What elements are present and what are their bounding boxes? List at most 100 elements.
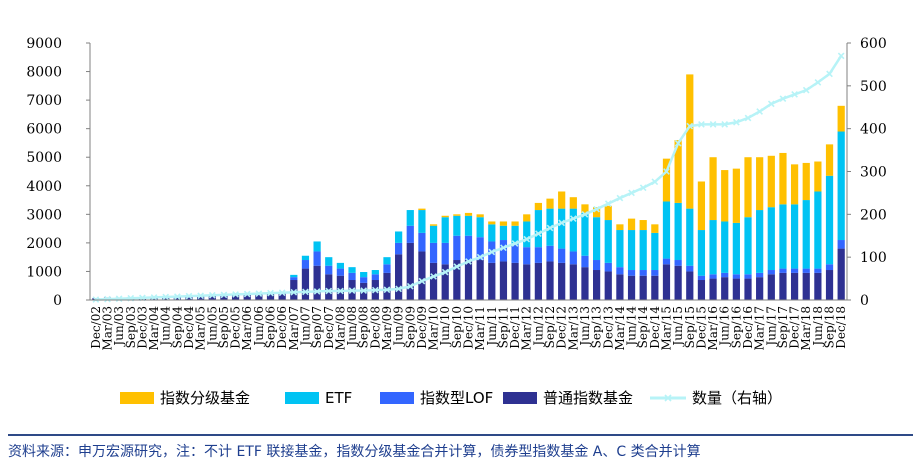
x-tick-label: Sep/12 [543, 306, 557, 348]
bar-segment [511, 262, 519, 300]
x-tick-label: Jun/14 [625, 306, 639, 348]
bar-segment [290, 277, 298, 281]
bar-segment [569, 208, 577, 252]
bar-segment [686, 208, 694, 266]
bar-segment [429, 242, 438, 263]
bar-segment [569, 264, 577, 300]
bar-segment [581, 267, 589, 300]
bar-segment [476, 260, 484, 300]
x-axis-ticks: Dec/02Mar/03Jun/03Sep/03Dec/03Mar/04Jun/… [89, 306, 848, 351]
bar-segment [616, 224, 624, 231]
bar-segment [325, 265, 333, 275]
legend-item: 指数分级基金 [120, 389, 250, 407]
bar-segment [360, 272, 368, 278]
count-point [278, 289, 286, 297]
count-point [593, 205, 600, 213]
bar-segment [418, 210, 426, 233]
bar-segment [825, 175, 834, 265]
bar-segment [429, 225, 438, 243]
bar-segment [581, 204, 589, 213]
bar-segment [313, 251, 321, 266]
legend-item: 数量（右轴） [650, 389, 782, 407]
count-point [430, 273, 437, 280]
legend-label: 指数型LOF [420, 389, 493, 407]
bar-segment [593, 260, 601, 271]
bar-segment [686, 271, 694, 300]
x-tick-label: Sep/06 [264, 306, 278, 348]
bar-segment [301, 260, 310, 269]
x-tick-label: Mar/10 [427, 306, 441, 351]
x-tick-label: Dec/03 [135, 306, 149, 349]
bar-segment [185, 296, 193, 300]
bar-segment [546, 198, 554, 209]
bar-segment [674, 260, 682, 266]
bar-segment [732, 278, 740, 300]
count-point [569, 215, 577, 222]
bar-segment [429, 262, 438, 300]
bar-segment [825, 144, 834, 176]
bar-segment [744, 274, 752, 279]
bar-segment [348, 267, 356, 273]
bar-segment [779, 268, 787, 273]
x-tick-label: Mar/15 [659, 306, 673, 351]
bar-segment [406, 242, 414, 300]
count-point [558, 219, 566, 227]
left-tick-label: 2000 [26, 236, 62, 252]
x-tick-label: Jun/07 [298, 306, 312, 348]
bar-segment [208, 295, 216, 300]
x-tick-label: Sep/04 [170, 306, 184, 349]
count-point [709, 121, 717, 128]
count-point [255, 290, 263, 297]
bar-segment [441, 264, 449, 300]
left-tick-label: 8000 [26, 65, 62, 81]
bar-segment [488, 221, 496, 225]
bar-segment [383, 264, 391, 273]
bar-segment [604, 271, 612, 300]
count-point [337, 287, 344, 295]
x-tick-label: Sep/09 [403, 306, 417, 348]
bar-segment [383, 272, 391, 300]
bar-segment [558, 262, 566, 300]
bar-segment [627, 275, 636, 300]
count-point [546, 224, 554, 232]
x-tick-label: Dec/18 [834, 306, 848, 349]
bar-segment [290, 274, 298, 278]
legend-label: 普通指数基金 [543, 389, 633, 407]
right-tick-label: 500 [860, 79, 887, 95]
bar-segment [220, 295, 228, 300]
x-tick-label: Sep/08 [357, 306, 371, 348]
bar-segment [837, 248, 845, 300]
left-tick-label: 4000 [26, 179, 62, 195]
bar-segment [290, 280, 298, 300]
bar-segment [313, 241, 321, 252]
x-tick-label: Dec/04 [182, 306, 196, 349]
bar-segment [756, 277, 764, 300]
legend-item: ETF [285, 389, 352, 407]
bar-segment [686, 265, 694, 272]
bar-segment [662, 258, 671, 265]
bar-segment [593, 217, 601, 261]
bar-segment [464, 235, 473, 261]
bar-segment [464, 215, 473, 236]
bar-segment [593, 270, 601, 300]
bar-segment [814, 272, 822, 300]
count-point [686, 122, 694, 130]
bar-segment [616, 274, 624, 300]
x-tick-label: Mar/13 [566, 306, 580, 351]
bar-segment [441, 215, 449, 218]
bar-segment [453, 214, 461, 216]
count-point [290, 288, 298, 296]
x-tick-label: Sep/18 [823, 306, 837, 348]
bar-segment [767, 270, 775, 275]
count-point [220, 291, 228, 299]
bar-segment [616, 230, 624, 268]
bar-segment [499, 225, 508, 241]
bar-segment [173, 296, 181, 300]
bar-segment [837, 105, 845, 132]
right-tick-label: 100 [860, 250, 887, 266]
x-tick-label: Mar/07 [287, 306, 301, 351]
bar-segment [348, 272, 356, 281]
bar-segment [593, 207, 601, 218]
bar-segment [278, 292, 286, 300]
legend-label: 指数分级基金 [160, 389, 250, 407]
